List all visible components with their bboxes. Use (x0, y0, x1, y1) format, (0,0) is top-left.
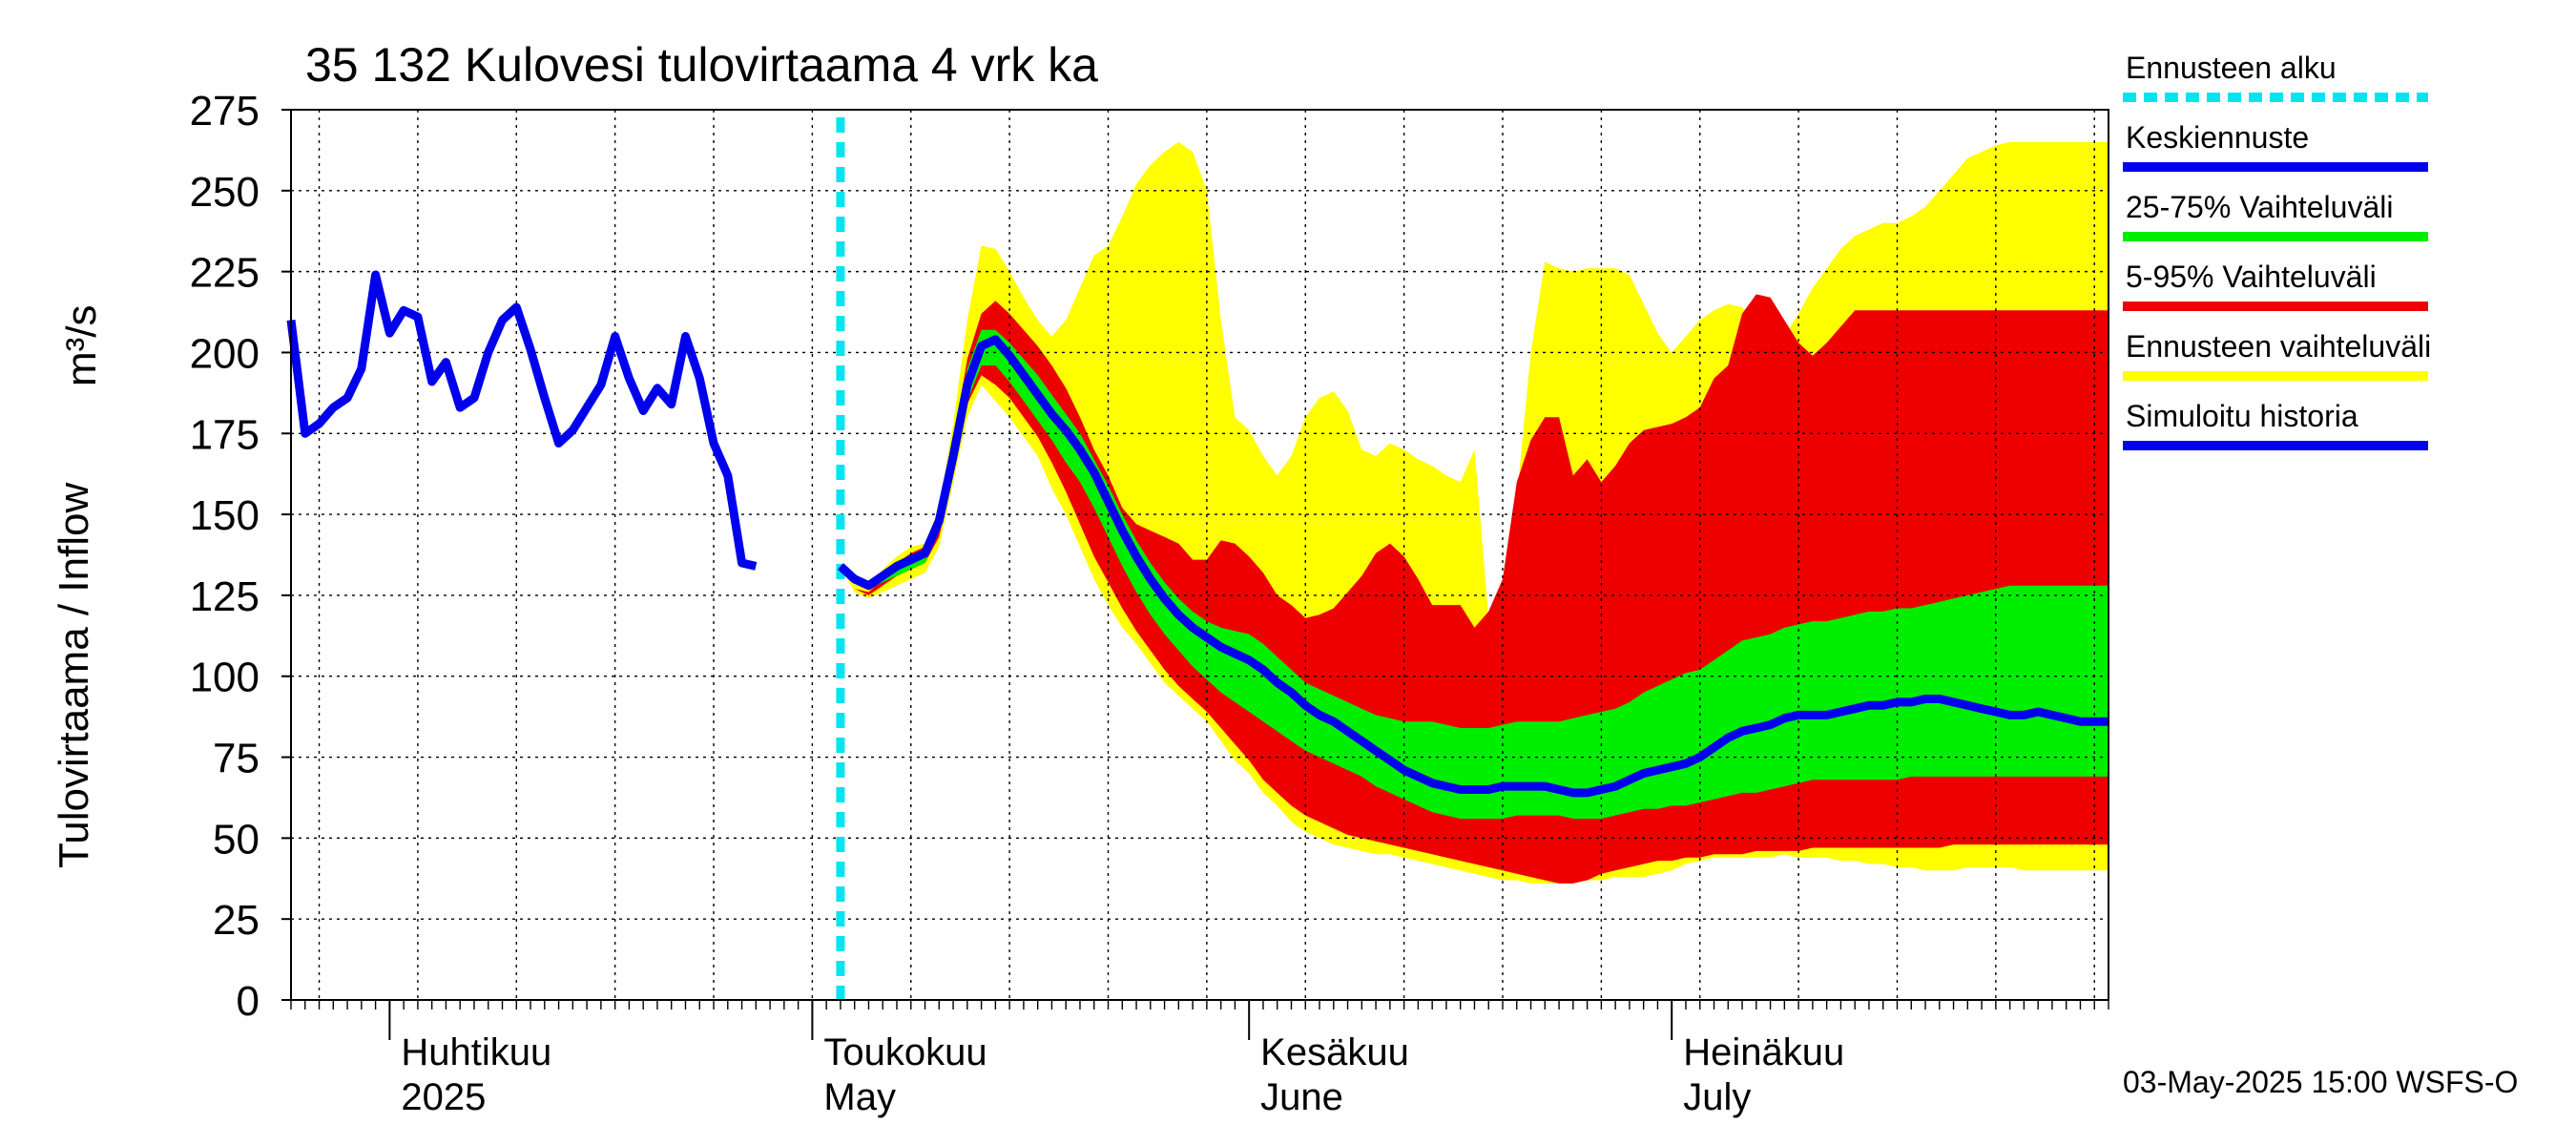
chart-grid (291, 109, 2109, 1001)
y-tick-label: 175 (190, 411, 260, 458)
y-tick-label: 200 (190, 330, 260, 377)
band-2 (840, 329, 2109, 819)
y-axis-label: Tulovirtaama / Inflow (51, 482, 97, 868)
timestamp-footer: 03-May-2025 15:00 WSFS-O (2123, 1065, 2518, 1099)
month-label: Heinäkuu (1683, 1031, 1844, 1073)
legend-label: Ennusteen vaihteluväli (2126, 329, 2431, 364)
y-tick-label: 0 (237, 978, 260, 1025)
legend-label: Keskiennuste (2126, 120, 2309, 155)
median-forecast-line (837, 335, 2109, 798)
y-tick-label: 250 (190, 169, 260, 216)
legend-label: Ennusteen alku (2126, 51, 2337, 85)
month-label: Toukokuu (823, 1031, 987, 1073)
month-sublabel: 2025 (401, 1076, 486, 1118)
plot-frame (290, 109, 2109, 1001)
month-sublabel: July (1683, 1076, 1751, 1118)
y-tick-label: 75 (213, 736, 260, 782)
y-axis-unit: m³/s (58, 304, 105, 386)
chart-legend: Ennusteen alku Keskiennuste 25-75% Vaihtel… (2123, 51, 2431, 450)
y-tick-label: 125 (190, 573, 260, 620)
chart-title: 35 132 Kulovesi tulovirtaama 4 vrk ka (305, 38, 1098, 92)
history-line (286, 270, 758, 571)
uncertainty-bands (840, 141, 2109, 884)
y-tick-labels: 0 25 50 75 100 125 150 175 200 225 250 275 (190, 88, 260, 1025)
y-tick-label: 225 (190, 250, 260, 297)
legend-label: Simuloitu historia (2126, 399, 2358, 433)
y-tick-label: 275 (190, 88, 260, 135)
month-label: Huhtikuu (401, 1031, 551, 1073)
chart-axes (281, 109, 2109, 1040)
month-sublabel: May (823, 1076, 896, 1118)
y-tick-label: 25 (213, 897, 260, 944)
month-label: Kesäkuu (1260, 1031, 1409, 1073)
legend-label: 25-75% Vaihteluväli (2126, 190, 2393, 224)
y-tick-label: 150 (190, 492, 260, 539)
month-sublabel: June (1260, 1076, 1343, 1118)
legend-label: 5-95% Vaihteluväli (2126, 260, 2377, 294)
y-tick-label: 100 (190, 655, 260, 701)
series-lines (286, 117, 2109, 1000)
y-tick-label: 50 (213, 816, 260, 863)
